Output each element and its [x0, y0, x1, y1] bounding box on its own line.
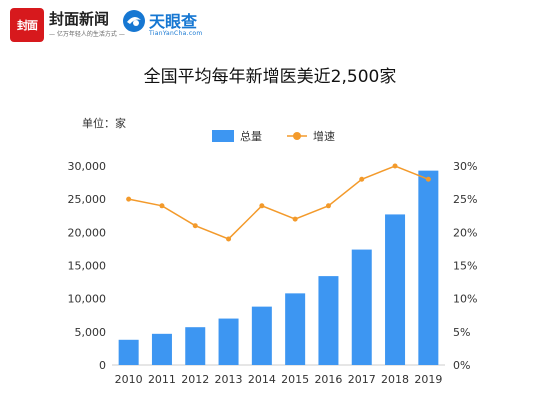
- x-tick-label: 2016: [314, 373, 342, 386]
- x-tick-label: 2019: [414, 373, 442, 386]
- growth-point: [292, 216, 298, 222]
- bar: [218, 318, 239, 365]
- y-right-tick-label: 10%: [453, 293, 477, 306]
- growth-point: [159, 203, 165, 209]
- y-right-tick-label: 30%: [453, 160, 477, 173]
- y-left-tick-label: 30,000: [68, 160, 107, 173]
- fengmian-slogan: — 亿万年轻人的生活方式 —: [49, 31, 125, 38]
- y-left-tick-label: 15,000: [68, 260, 107, 273]
- y-right-tick-label: 0%: [453, 359, 470, 372]
- growth-point: [126, 196, 132, 202]
- growth-point: [259, 203, 265, 209]
- x-tick-label: 2012: [181, 373, 209, 386]
- bar: [118, 339, 139, 365]
- bar: [385, 214, 406, 365]
- growth-point: [359, 176, 365, 182]
- x-tick-label: 2015: [281, 373, 309, 386]
- legend-line-marker: [293, 132, 301, 140]
- x-tick-label: 2014: [248, 373, 276, 386]
- growth-point: [226, 236, 232, 242]
- fengmian-logo-name: 封面新闻: [49, 10, 110, 28]
- x-tick-label: 2017: [348, 373, 376, 386]
- growth-point: [192, 223, 198, 229]
- tianyancha-logo-icon: [123, 10, 145, 32]
- x-tick-label: 2013: [215, 373, 243, 386]
- x-tick-label: 2010: [115, 373, 143, 386]
- growth-point: [325, 203, 331, 209]
- fengmian-slogan-text: 亿万年轻人的生活方式: [56, 31, 117, 38]
- growth-line: [128, 165, 429, 240]
- bar: [418, 170, 439, 365]
- x-tick-label: 2018: [381, 373, 409, 386]
- y-left-tick-label: 0: [99, 359, 106, 372]
- y-left-tick-label: 10,000: [68, 293, 107, 306]
- bar: [151, 333, 172, 365]
- legend-line-label: 增速: [313, 129, 335, 143]
- unit-label: 单位：家: [82, 117, 126, 130]
- growth-point: [425, 176, 431, 182]
- bar: [285, 293, 306, 365]
- growth-point: [392, 163, 398, 169]
- x-tick-label: 2011: [148, 373, 176, 386]
- legend-bar-label: 总量: [240, 129, 262, 143]
- y-right-tick-label: 15%: [453, 260, 477, 273]
- tianyancha-logo-domain: TianYanCha.com: [149, 30, 203, 37]
- tianyancha-logo-name: 天眼查: [149, 12, 198, 31]
- bar: [251, 306, 272, 365]
- header: 封面 封面新闻 — 亿万年轻人的生活方式 — 天眼查 TianYanCha.co…: [0, 0, 540, 48]
- y-left-tick-label: 20,000: [68, 226, 107, 239]
- legend-bar-swatch: [212, 130, 234, 142]
- y-right-tick-label: 5%: [453, 326, 470, 339]
- y-right-tick-label: 25%: [453, 193, 477, 206]
- chart-title: 全国平均每年新增医美近2,500家: [143, 67, 397, 87]
- fengmian-logo-mark: 封面: [10, 8, 44, 42]
- y-left-tick-label: 5,000: [75, 326, 107, 339]
- bar: [185, 327, 206, 365]
- bar: [351, 249, 372, 365]
- y-left-tick-label: 25,000: [68, 193, 107, 206]
- y-right-tick-label: 20%: [453, 226, 477, 239]
- bar: [318, 276, 339, 365]
